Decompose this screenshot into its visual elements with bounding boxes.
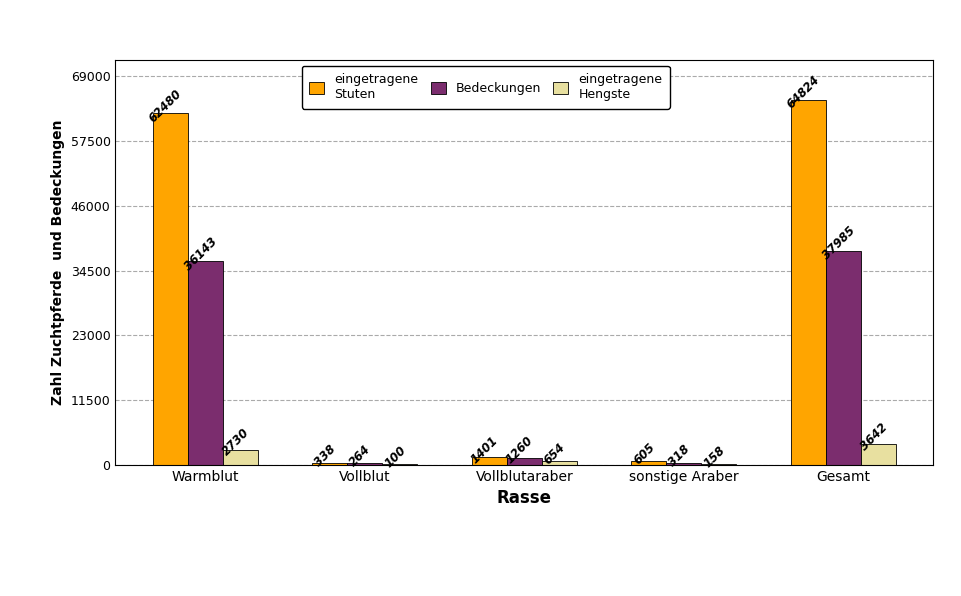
Bar	[347, 464, 382, 465]
Text: 3642: 3642	[857, 421, 889, 453]
Bar	[187, 262, 223, 465]
Legend: eingetragene
Stuten, Bedeckungen, eingetragene
Hengste: eingetragene Stuten, Bedeckungen, einget…	[301, 66, 669, 109]
Bar	[666, 463, 701, 465]
Text: 37985: 37985	[819, 225, 857, 263]
Bar	[630, 461, 666, 465]
Bar	[860, 445, 895, 465]
Bar	[506, 458, 541, 465]
X-axis label: Rasse: Rasse	[496, 489, 552, 507]
Bar	[153, 113, 187, 465]
Bar	[223, 449, 258, 465]
Text: 318: 318	[665, 442, 692, 469]
Text: 64824: 64824	[784, 74, 822, 111]
Bar	[471, 457, 506, 465]
Text: 158: 158	[701, 443, 727, 470]
Text: 1260: 1260	[504, 434, 535, 467]
Text: 264: 264	[347, 443, 373, 469]
Text: 2730: 2730	[219, 426, 252, 458]
Text: 62480: 62480	[146, 87, 185, 125]
Bar	[701, 464, 736, 465]
Bar	[790, 100, 825, 465]
Text: 1401: 1401	[468, 433, 500, 465]
Text: 36143: 36143	[182, 235, 219, 273]
Text: 654: 654	[541, 440, 567, 467]
Text: 605: 605	[630, 441, 656, 467]
Text: 100: 100	[382, 443, 408, 470]
Bar	[541, 461, 577, 465]
Bar	[311, 463, 347, 465]
Text: 338: 338	[311, 442, 338, 469]
Y-axis label: Zahl Zuchtpferde  und Bedeckungen: Zahl Zuchtpferde und Bedeckungen	[51, 119, 65, 405]
Bar	[825, 251, 860, 465]
